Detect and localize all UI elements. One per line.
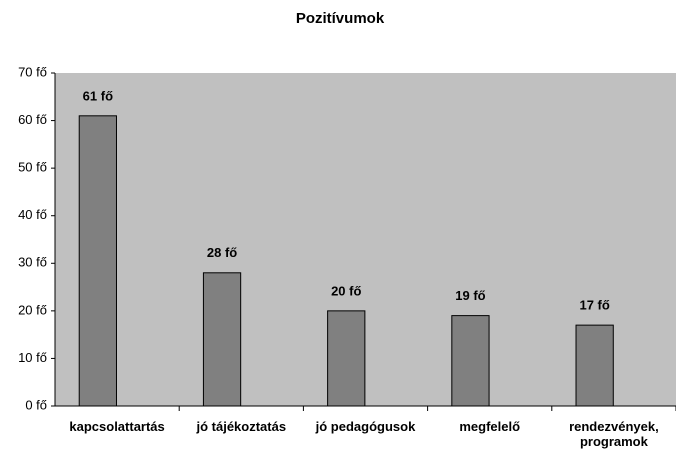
- x-tick-label: rendezvények, programok: [569, 419, 659, 449]
- bar: [202, 272, 242, 407]
- plot-area: [55, 73, 676, 406]
- bar: [78, 115, 117, 407]
- y-tick-label: 40 fő: [18, 207, 47, 222]
- bar: [575, 324, 614, 407]
- data-label: 17 fő: [579, 298, 609, 313]
- x-tick-label: kapcsolattartás: [69, 419, 165, 434]
- chart-title: Pozitívumok: [296, 10, 385, 27]
- x-tick-label: megfelelő: [459, 419, 521, 434]
- y-tick-label: 60 fő: [18, 112, 47, 127]
- bar: [327, 310, 366, 407]
- y-tick-label: 10 fő: [18, 350, 47, 365]
- x-tick-label: jó tájékoztatás: [196, 419, 287, 434]
- y-tick-label: 50 fő: [18, 160, 47, 175]
- y-tick-label: 0 fő: [25, 397, 47, 412]
- data-label: 28 fő: [207, 245, 237, 260]
- y-tick-label: 20 fő: [18, 302, 47, 317]
- data-label: 19 fő: [455, 288, 485, 303]
- data-label: 61 fő: [83, 88, 113, 103]
- y-tick-label: 70 fő: [18, 64, 47, 79]
- bar: [451, 315, 490, 407]
- data-label: 20 fő: [331, 283, 361, 298]
- x-tick-label: jó pedagógusok: [315, 419, 416, 434]
- y-tick-label: 30 fő: [18, 255, 47, 270]
